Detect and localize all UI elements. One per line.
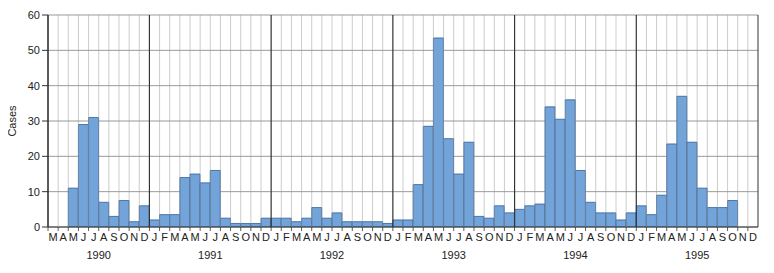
svg-text:Cases: Cases xyxy=(8,105,18,137)
svg-text:M: M xyxy=(292,231,301,243)
svg-text:M: M xyxy=(677,231,686,243)
svg-text:J: J xyxy=(699,231,705,243)
svg-text:J: J xyxy=(689,231,695,243)
svg-text:20: 20 xyxy=(28,150,40,162)
svg-text:S: S xyxy=(597,231,604,243)
svg-text:O: O xyxy=(607,231,616,243)
svg-text:N: N xyxy=(495,231,503,243)
svg-text:J: J xyxy=(568,231,574,243)
svg-text:O: O xyxy=(728,231,737,243)
svg-text:A: A xyxy=(100,231,108,243)
svg-text:O: O xyxy=(242,231,251,243)
svg-text:M: M xyxy=(556,231,565,243)
svg-text:1993: 1993 xyxy=(441,249,465,261)
svg-text:D: D xyxy=(627,231,635,243)
svg-text:1992: 1992 xyxy=(320,249,344,261)
svg-text:1990: 1990 xyxy=(86,249,110,261)
svg-text:F: F xyxy=(161,231,168,243)
svg-text:A: A xyxy=(546,231,554,243)
svg-text:0: 0 xyxy=(34,221,40,233)
svg-text:F: F xyxy=(526,231,533,243)
svg-text:F: F xyxy=(283,231,290,243)
svg-text:A: A xyxy=(344,231,352,243)
svg-text:1995: 1995 xyxy=(685,249,709,261)
svg-text:A: A xyxy=(60,231,68,243)
svg-text:J: J xyxy=(578,231,584,243)
svg-text:O: O xyxy=(485,231,494,243)
svg-text:60: 60 xyxy=(28,9,40,21)
svg-text:S: S xyxy=(354,231,361,243)
svg-text:M: M xyxy=(312,231,321,243)
svg-text:A: A xyxy=(668,231,676,243)
svg-text:M: M xyxy=(434,231,443,243)
svg-text:M: M xyxy=(69,231,78,243)
svg-text:J: J xyxy=(517,231,523,243)
svg-text:10: 10 xyxy=(28,186,40,198)
svg-text:1991: 1991 xyxy=(198,249,222,261)
svg-text:J: J xyxy=(639,231,645,243)
svg-text:J: J xyxy=(395,231,401,243)
svg-text:D: D xyxy=(506,231,514,243)
svg-text:A: A xyxy=(709,231,717,243)
svg-text:A: A xyxy=(465,231,473,243)
svg-text:D: D xyxy=(384,231,392,243)
svg-text:J: J xyxy=(446,231,452,243)
svg-text:M: M xyxy=(48,231,57,243)
svg-text:N: N xyxy=(130,231,138,243)
svg-text:F: F xyxy=(405,231,412,243)
svg-text:S: S xyxy=(475,231,482,243)
svg-text:N: N xyxy=(252,231,260,243)
svg-text:J: J xyxy=(81,231,87,243)
svg-text:A: A xyxy=(425,231,433,243)
svg-text:J: J xyxy=(273,231,279,243)
svg-text:50: 50 xyxy=(28,44,40,56)
svg-text:1994: 1994 xyxy=(563,249,587,261)
svg-text:A: A xyxy=(303,231,311,243)
svg-text:A: A xyxy=(222,231,230,243)
svg-text:M: M xyxy=(190,231,199,243)
svg-text:F: F xyxy=(648,231,655,243)
svg-text:O: O xyxy=(363,231,372,243)
svg-text:M: M xyxy=(170,231,179,243)
svg-text:M: M xyxy=(414,231,423,243)
svg-text:D: D xyxy=(262,231,270,243)
svg-text:J: J xyxy=(152,231,158,243)
svg-text:M: M xyxy=(657,231,666,243)
svg-text:D: D xyxy=(749,231,757,243)
svg-text:A: A xyxy=(181,231,189,243)
svg-text:N: N xyxy=(374,231,382,243)
svg-text:J: J xyxy=(456,231,462,243)
svg-text:J: J xyxy=(334,231,340,243)
svg-text:40: 40 xyxy=(28,80,40,92)
svg-text:S: S xyxy=(232,231,239,243)
svg-text:D: D xyxy=(140,231,148,243)
svg-text:J: J xyxy=(324,231,330,243)
svg-text:S: S xyxy=(719,231,726,243)
svg-text:M: M xyxy=(535,231,544,243)
svg-text:J: J xyxy=(202,231,208,243)
svg-text:30: 30 xyxy=(28,115,40,127)
svg-text:O: O xyxy=(120,231,129,243)
svg-text:J: J xyxy=(91,231,97,243)
svg-text:N: N xyxy=(739,231,747,243)
svg-text:N: N xyxy=(617,231,625,243)
svg-text:J: J xyxy=(213,231,219,243)
svg-text:A: A xyxy=(587,231,595,243)
svg-text:S: S xyxy=(110,231,117,243)
